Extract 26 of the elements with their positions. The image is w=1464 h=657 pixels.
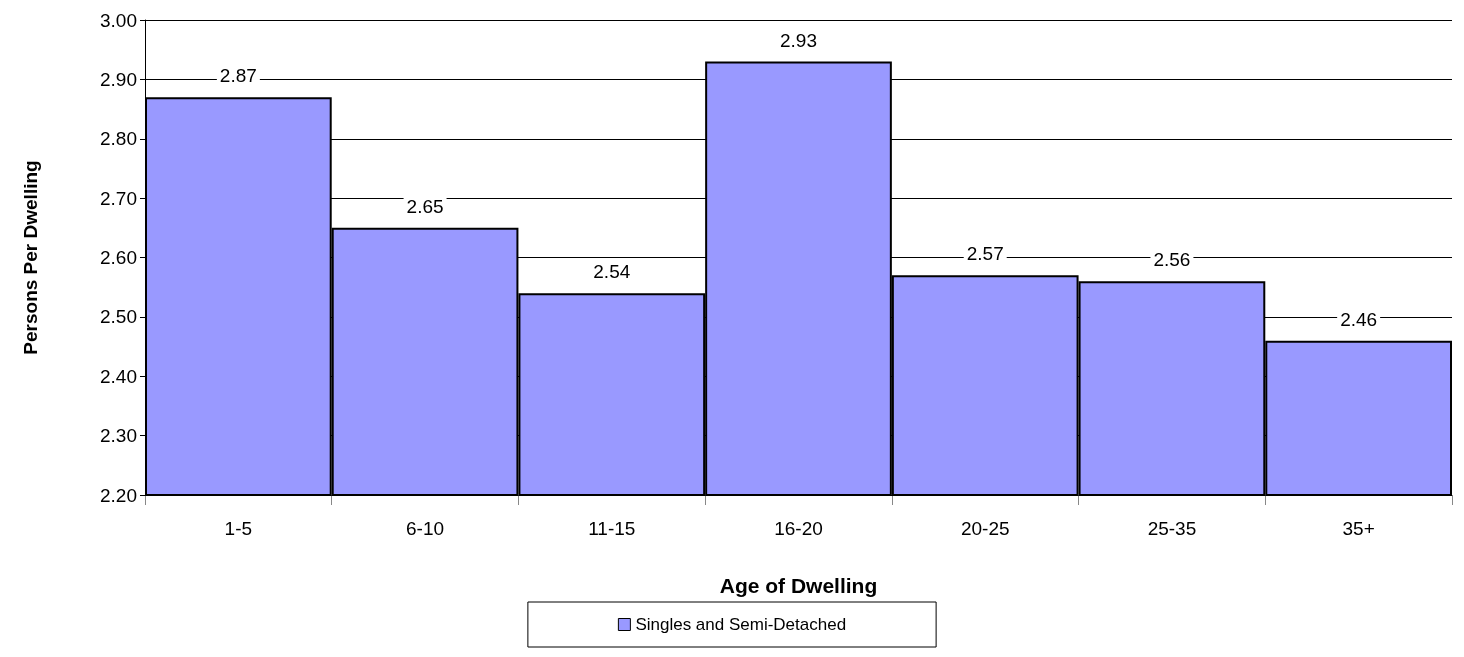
- y-tick-label: 2.60: [100, 247, 137, 268]
- x-tick-label: 25-35: [1147, 518, 1197, 539]
- y-tick-label: 2.90: [100, 68, 137, 90]
- x-tick-label: 1-5: [224, 518, 253, 539]
- y-tick-label: 2.70: [100, 187, 137, 209]
- y-tick-label: 2.50: [100, 306, 137, 328]
- data-label: 2.87: [219, 65, 257, 87]
- x-tick-label: 11-15: [588, 518, 636, 539]
- y-tick-label: 2.20: [100, 484, 137, 506]
- y-tick-label: 3.00: [100, 9, 137, 31]
- x-tick-label: 6-10: [406, 518, 445, 539]
- x-tick-label: 35+: [1342, 518, 1375, 539]
- x-tick-label: 16-20: [774, 518, 823, 539]
- data-label: 2.65: [406, 195, 444, 217]
- y-tick-label: 2.30: [100, 425, 137, 447]
- legend-label: Singles and Semi-Detached: [635, 615, 847, 634]
- data-label: 2.93: [780, 29, 817, 51]
- data-label: 2.56: [1153, 249, 1191, 271]
- data-label: 2.57: [966, 243, 1004, 265]
- x-tick-label: 20-25: [960, 518, 1010, 539]
- data-label: 2.54: [593, 261, 631, 283]
- x-axis-title: Age of Dwelling: [719, 574, 878, 597]
- data-label: 2.46: [1340, 308, 1378, 330]
- y-tick-label: 2.80: [100, 128, 137, 150]
- y-axis-title: Persons Per Dwelling: [20, 160, 41, 355]
- y-tick-label: 2.40: [100, 365, 137, 387]
